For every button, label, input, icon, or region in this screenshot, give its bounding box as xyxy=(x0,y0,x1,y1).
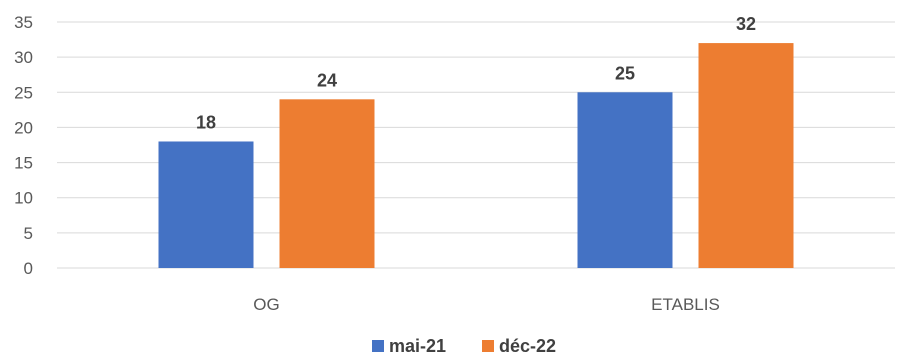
data-label: 24 xyxy=(317,70,337,90)
x-category-label: ETABLIS xyxy=(651,295,720,314)
data-label: 25 xyxy=(615,63,635,83)
y-tick-label: 25 xyxy=(14,83,33,102)
data-label: 18 xyxy=(196,112,216,132)
legend-swatch xyxy=(482,340,494,352)
x-axis-category-labels: OG ETABLIS xyxy=(253,295,720,314)
legend-label: déc-22 xyxy=(499,336,556,356)
y-tick-label: 10 xyxy=(14,189,33,208)
y-tick-label: 35 xyxy=(14,13,33,32)
legend-swatch xyxy=(372,340,384,352)
y-tick-label: 5 xyxy=(24,224,33,243)
bar xyxy=(158,141,254,268)
y-axis-tick-labels: 0 5 10 15 20 25 30 35 xyxy=(14,13,33,278)
legend: mai-21 déc-22 xyxy=(372,336,556,356)
y-tick-label: 20 xyxy=(14,118,33,137)
bar xyxy=(577,92,673,269)
y-tick-label: 0 xyxy=(24,259,33,278)
legend-label: mai-21 xyxy=(389,336,446,356)
y-tick-label: 15 xyxy=(14,154,33,173)
y-tick-label: 30 xyxy=(14,48,33,67)
bars xyxy=(158,43,794,269)
data-labels: 18 24 25 32 xyxy=(196,14,756,132)
data-label: 32 xyxy=(736,14,756,34)
x-category-label: OG xyxy=(253,295,279,314)
bar xyxy=(279,99,375,268)
bar xyxy=(698,43,794,269)
